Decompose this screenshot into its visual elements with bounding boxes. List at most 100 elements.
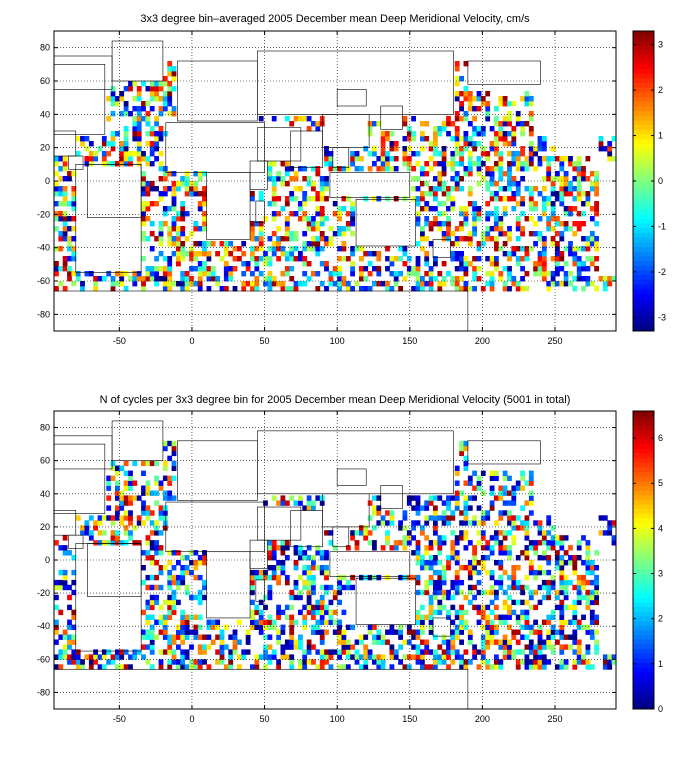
bin-cell: [541, 201, 547, 207]
bin-cell: [306, 604, 312, 611]
bin-cell: [420, 286, 425, 292]
bin-cell: [380, 654, 386, 660]
bin-cell: [128, 535, 133, 541]
bin-cell: [576, 161, 582, 167]
bin-cell: [550, 574, 556, 581]
bin-cell: [494, 579, 499, 586]
bin-cell: [180, 211, 186, 217]
bin-cell: [145, 121, 151, 127]
bin-cell: [123, 510, 129, 516]
bin-cell: [162, 131, 168, 137]
bin-cell: [415, 614, 421, 620]
bin-cell: [550, 226, 556, 232]
bin-cell: [550, 206, 556, 212]
bin-cell: [197, 560, 203, 566]
bin-cell: [515, 236, 521, 242]
bin-cell: [380, 166, 386, 172]
bin-cell: [350, 201, 355, 207]
bin-cell: [441, 191, 447, 197]
bin-cell: [145, 161, 151, 167]
bin-cell: [563, 619, 569, 625]
bin-cell: [602, 654, 608, 660]
bin-cell: [454, 654, 460, 660]
bin-cell: [167, 490, 173, 496]
bin-cell: [437, 226, 443, 232]
bin-cell: [219, 634, 225, 640]
bin-cell: [463, 609, 469, 616]
bin-cell: [54, 171, 59, 177]
bin-cell: [350, 584, 355, 591]
x-tick-label: 150: [402, 336, 417, 346]
bin-cell: [158, 86, 164, 92]
bin-cell: [149, 266, 155, 272]
bin-cell: [302, 550, 308, 556]
bin-cell: [594, 266, 599, 272]
bin-cell: [433, 634, 438, 640]
bin-cell: [450, 121, 456, 127]
bin-cell: [280, 271, 286, 277]
bin-cell: [141, 510, 146, 516]
bin-cell: [197, 624, 203, 630]
bin-cell: [428, 594, 434, 601]
bin-cell: [454, 614, 460, 620]
bin-cell: [276, 500, 281, 506]
bin-cell: [524, 530, 530, 536]
bin-cell: [367, 530, 373, 536]
bin-cell: [141, 171, 146, 177]
bin-cell: [563, 246, 569, 252]
bin-cell: [450, 639, 456, 645]
bin-cell: [171, 594, 177, 601]
bin-cell: [158, 251, 164, 257]
bin-cell: [480, 649, 486, 655]
bin-cell: [293, 565, 299, 571]
bin-cell: [428, 649, 434, 655]
bin-cell: [533, 574, 538, 581]
bin-cell: [572, 196, 578, 202]
bin-cell: [319, 569, 325, 576]
bin-cell: [585, 659, 591, 665]
bin-cell: [367, 131, 373, 137]
bin-cell: [472, 276, 477, 282]
bin-cell: [267, 584, 273, 591]
bin-cell: [524, 101, 530, 107]
bin-cell: [128, 515, 133, 521]
x-tick-label: 100: [330, 336, 345, 346]
bin-cell: [511, 161, 517, 167]
bin-cell: [515, 480, 521, 486]
bin-cell: [446, 560, 451, 566]
bin-cell: [437, 201, 443, 207]
bin-cell: [411, 116, 416, 122]
bin-cell: [502, 619, 508, 625]
bin-cell: [498, 490, 504, 496]
bin-cell: [241, 271, 247, 277]
bin-cell: [533, 146, 538, 152]
bin-cell: [67, 201, 72, 207]
bin-cell: [171, 574, 177, 581]
bin-cell: [123, 470, 129, 476]
bin-cell: [389, 156, 395, 162]
bin-cell: [289, 589, 295, 596]
bin-cell: [420, 530, 425, 536]
bin-cell: [433, 560, 438, 566]
bin-cell: [350, 271, 355, 277]
bin-cell: [572, 609, 578, 616]
bin-cell: [158, 231, 164, 237]
bin-cell: [424, 191, 430, 197]
bin-cell: [498, 161, 504, 167]
bin-cell: [276, 634, 281, 640]
bin-cell: [524, 121, 530, 127]
bin-cell: [123, 146, 129, 152]
bin-cell: [345, 226, 351, 232]
bin-cell: [428, 540, 434, 546]
bin-cell: [459, 236, 464, 242]
bin-cell: [149, 664, 155, 670]
bin-cell: [515, 151, 521, 157]
bin-cell: [184, 181, 190, 187]
bin-cell: [324, 550, 329, 556]
bin-cell: [428, 186, 434, 192]
bin-cell: [219, 629, 225, 635]
bin-cell: [88, 664, 94, 670]
bin-cell: [145, 535, 151, 541]
bin-cell: [145, 510, 151, 516]
bin-cell: [145, 156, 151, 162]
